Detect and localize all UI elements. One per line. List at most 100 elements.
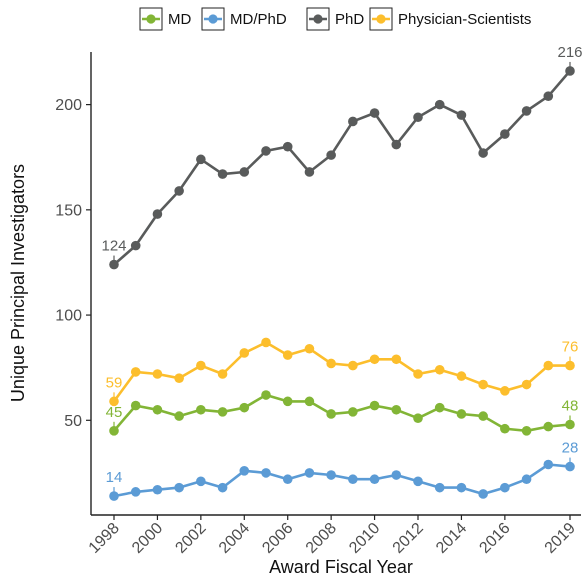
data-point [521,106,532,116]
legend: MD MD/PhD PhD Physician-Scientists [139,7,531,31]
data-point [543,421,554,432]
data-point [456,371,467,381]
data-point [196,154,206,165]
y-tick-label: 100 [55,308,82,325]
data-point [282,350,293,360]
data-point [326,150,336,160]
series-line-phd [113,70,571,266]
data-point [456,409,467,419]
x-axis-title: Award Fiscal Year [269,557,413,577]
data-point [174,411,184,421]
data-point [521,474,532,485]
series-phd [109,66,575,270]
x-tick-label: 2019 [542,520,579,557]
data-point [304,167,315,177]
data-point [174,373,184,384]
data-label-md: 48 [562,398,579,415]
legend-label: PhD [335,11,364,28]
data-point [130,240,141,251]
legend-item-md: MD [139,7,191,31]
data-point [565,461,575,472]
data-point [239,466,250,476]
data-label-phd: 124 [101,238,126,255]
x-tick-label: 2012 [390,520,427,557]
data-point [239,348,250,358]
data-point [304,468,315,478]
data-point [217,482,228,493]
data-point [565,66,575,76]
legend-key-marker [208,14,218,24]
legend-label: MD [168,11,191,28]
data-point [565,360,575,371]
data-point [326,409,336,419]
data-point [152,369,163,379]
x-tick-label: 2014 [433,520,470,557]
data-point [500,423,510,434]
data-label-md: 45 [106,404,123,421]
data-point [109,259,119,270]
legend-label: MD/PhD [230,11,287,28]
data-point [152,484,163,495]
data-point [434,402,445,413]
data-point [369,400,380,411]
data-point [217,407,228,417]
data-point [456,482,467,493]
data-point [413,476,423,487]
legend-item-physician-scientists: Physician-Scientists [369,7,531,31]
series-line-md [113,393,571,433]
series-layer [109,66,575,501]
data-point [261,146,271,156]
series-md-phd [109,459,575,501]
data-point [196,360,206,371]
data-point [282,474,293,485]
series-line-md-phd [113,463,571,498]
data-point [348,407,358,417]
data-labels: 45 48 14 28 124 216 59 76 [101,44,583,493]
data-point [391,139,402,150]
data-point [152,209,163,219]
data-point [326,358,336,369]
data-point [500,129,510,139]
data-label-md-phd: 14 [106,469,123,486]
x-tick-label: 1998 [86,520,123,557]
data-point [174,186,184,196]
data-point [348,474,358,485]
x-tick-label: 2006 [259,520,296,557]
data-point [391,354,402,365]
legend-key-marker [146,14,156,24]
legend-key-marker [376,14,386,24]
data-point [152,404,163,415]
data-point [391,470,402,480]
data-point [174,482,184,493]
data-point [369,108,380,118]
data-point [130,487,141,497]
data-point [500,386,510,396]
y-axis-title: Unique Principal Investigators [8,164,28,402]
data-point [543,459,554,470]
data-point [434,364,445,375]
data-point [217,369,228,379]
data-point [413,112,423,123]
data-label-physician-scientists: 76 [562,339,579,356]
data-label-md-phd: 28 [562,440,579,457]
data-point [521,379,532,390]
x-tick-label: 2002 [172,520,209,557]
data-point [478,379,488,390]
data-point [348,360,358,371]
data-point [434,482,445,493]
data-point [326,470,336,480]
x-tick-label: 2000 [129,520,166,557]
data-point [109,491,119,501]
data-point [261,468,271,478]
data-point [196,404,206,415]
data-point [543,91,554,101]
data-point [456,110,467,120]
y-tick-label: 150 [55,202,82,219]
data-point [130,367,141,377]
legend-key-marker [313,14,323,24]
data-point [282,141,293,152]
x-tick-label: 2016 [476,520,513,557]
data-label-physician-scientists: 59 [106,374,123,391]
data-point [413,413,423,423]
